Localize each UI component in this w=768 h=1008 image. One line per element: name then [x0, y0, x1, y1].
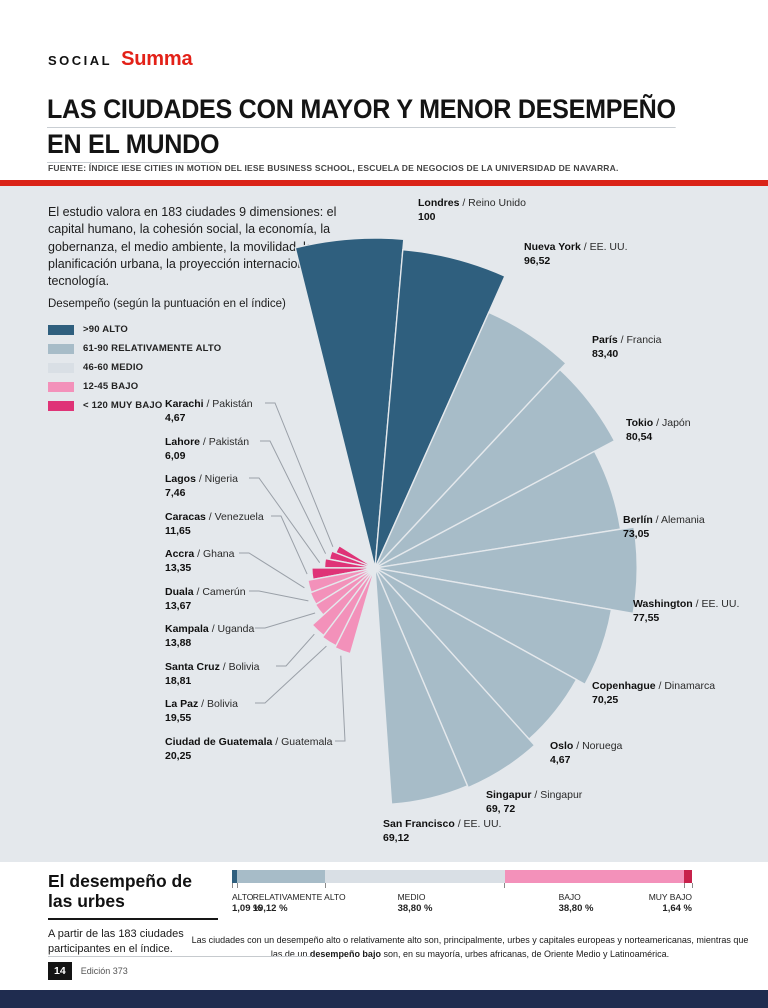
caption-bold: desempeño bajo	[309, 948, 381, 959]
bar-label-bajo: BAJO 38,80 %	[559, 892, 594, 916]
bottom-navy-bar	[0, 990, 768, 1008]
legend-color-chip	[48, 381, 74, 392]
bar-label-value: 19,12 %	[252, 903, 288, 915]
summary-section: El desempeño de las urbes A partir de la…	[0, 862, 768, 990]
bar-label-name: MUY BAJO	[648, 892, 692, 902]
masthead: SOCIAL Summa	[48, 48, 193, 71]
caption-tail: son, en su mayoría, urbes africanas, de …	[380, 948, 670, 959]
bar-caption: Las ciudades con un desempeño alto o rel…	[190, 934, 750, 962]
legend-color-chip	[48, 324, 74, 335]
bar-segment-medio	[325, 870, 505, 883]
brand-logo: Summa	[121, 48, 193, 70]
bar-segment-bajo	[504, 870, 685, 883]
legend-item: < 120 MUY BAJO	[48, 396, 286, 415]
red-divider	[0, 180, 768, 186]
title-line-2: EN EL MUNDO	[47, 128, 220, 163]
section-label: SOCIAL	[48, 53, 113, 68]
intro-text: El estudio valora en 183 ciudades 9 dime…	[48, 205, 338, 288]
caption-text: Las ciudades con un desempeño alto o rel…	[191, 935, 749, 959]
summary-heading-block: El desempeño de las urbes A partir de la…	[48, 871, 228, 957]
summary-title: El desempeño de las urbes	[48, 871, 218, 921]
page-footer: 14 Edición 373	[48, 962, 128, 980]
source-line: FUENTE: ÍNDICE IESE CITIES IN MOTION DEL…	[48, 163, 619, 173]
bar-label-value: 1,64 %	[662, 903, 692, 915]
bar-tick	[683, 883, 685, 888]
legend-item-label: 46-60 MEDIO	[83, 362, 144, 373]
bar-label-alto: ALTO 1,09 %	[232, 892, 262, 916]
legend: Desempeño (según la puntuación en el índ…	[48, 298, 286, 415]
footer-rule	[48, 956, 312, 957]
bar-label-muy-bajo: MUY BAJO 1,64 %	[649, 892, 692, 916]
page-title: LAS CIUDADES CON MAYOR Y MENOR DESEMPEÑO…	[47, 93, 723, 163]
legend-color-chip	[48, 400, 74, 411]
bar-segment-alto	[232, 870, 238, 883]
bar-tick	[231, 883, 233, 888]
bar-tick	[691, 883, 693, 888]
legend-item-label: 12-45 BAJO	[83, 381, 139, 392]
bar-tick	[324, 883, 326, 888]
summary-subtitle: A partir de las 183 ciudades participant…	[48, 928, 184, 956]
legend-item-label: < 120 MUY BAJO	[83, 400, 163, 411]
distribution-bar: ALTO 1,09 % RELATIVAMENTE ALTO 19,12 % MEDIO…	[231, 870, 693, 926]
infographic-panel: El estudio valora en 183 ciudades 9 dime…	[0, 186, 768, 862]
edition-label: Edición 373	[80, 966, 128, 976]
bar-label-name: BAJO	[558, 892, 581, 902]
legend-item: 46-60 MEDIO	[48, 358, 286, 377]
legend-item-label: 61-90 RELATIVAMENTE ALTO	[83, 343, 222, 354]
bar-segment-relativamente-alto	[237, 870, 326, 883]
bar-label-name: ALTO	[232, 892, 254, 902]
bar-tick	[504, 883, 506, 888]
legend-color-chip	[48, 343, 74, 354]
bar-label-value: 38,80 %	[397, 903, 433, 915]
stacked-bar	[232, 870, 692, 883]
page-number: 14	[48, 962, 72, 980]
legend-title: Desempeño (según la puntuación en el índ…	[48, 298, 286, 310]
bar-tick	[236, 883, 238, 888]
legend-item: 12-45 BAJO	[48, 377, 286, 396]
legend-items: >90 ALTO 61-90 RELATIVAMENTE ALTO 46-60 ME…	[48, 320, 286, 415]
bar-label-value: 1,09 %	[232, 903, 262, 915]
title-line-1: LAS CIUDADES CON MAYOR Y MENOR DESEMPEÑO	[47, 93, 676, 128]
bar-label-name: RELATIVAMENTE ALTO	[252, 892, 346, 902]
legend-item-label: >90 ALTO	[83, 324, 128, 335]
bar-segment-muy-bajo	[684, 870, 692, 883]
bar-label-relativamente-alto: RELATIVAMENTE ALTO 19,12 %	[253, 892, 346, 916]
legend-color-chip	[48, 362, 74, 373]
bar-label-medio: MEDIO 38,80 %	[398, 892, 433, 916]
legend-item: >90 ALTO	[48, 320, 286, 339]
legend-item: 61-90 RELATIVAMENTE ALTO	[48, 339, 286, 358]
bar-label-value: 38,80 %	[558, 903, 594, 915]
bar-label-name: MEDIO	[397, 892, 426, 902]
